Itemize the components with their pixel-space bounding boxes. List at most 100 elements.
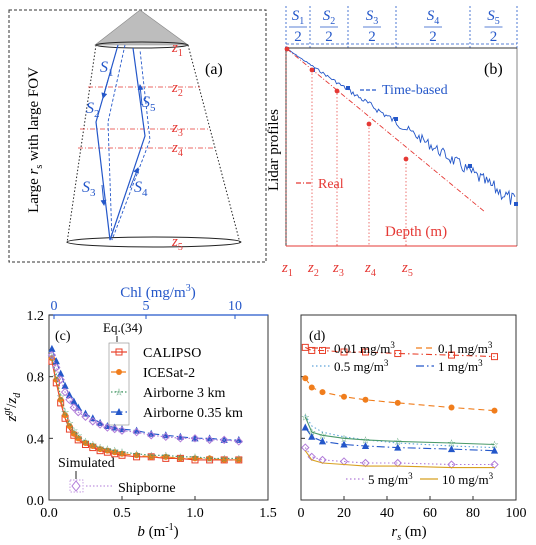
d-point: ☆ <box>340 434 349 445</box>
c-point <box>190 434 200 443</box>
frac-num-2: S2 <box>323 8 336 27</box>
c-point <box>47 350 57 360</box>
c-point <box>177 455 184 462</box>
c-point <box>162 431 170 439</box>
d-point <box>448 404 455 411</box>
c-point <box>70 397 78 405</box>
c-point: ☆ <box>52 372 61 383</box>
c-point <box>234 437 244 446</box>
d-xtick-label: 60 <box>423 506 437 521</box>
c-point: ☆ <box>69 426 78 437</box>
real-profile-line <box>286 48 486 213</box>
bottom-ellipse <box>66 236 242 248</box>
c-top-tick-label: 0 <box>51 299 58 314</box>
legend-time-label: Time-based <box>382 83 448 98</box>
d-point: ☆ <box>393 437 402 448</box>
c-point <box>97 446 104 453</box>
c-legend-label-0: CALIPSO <box>143 346 201 361</box>
c-point <box>57 369 65 377</box>
c-point <box>117 426 127 435</box>
d-point <box>318 437 327 445</box>
z-label-5: z5 <box>171 234 183 253</box>
c-point <box>148 453 155 460</box>
frac-den-5: 2 <box>490 29 498 45</box>
c-point: ☆ <box>74 431 83 442</box>
c-xtick-label: 1.5 <box>259 506 277 521</box>
d-point <box>394 443 402 451</box>
c-point <box>65 391 74 399</box>
c-point: ☆ <box>47 352 56 363</box>
d-point <box>301 343 309 351</box>
time-based-point <box>346 86 350 90</box>
d-legend-label-2: 0.5 mg/m3 <box>334 358 389 374</box>
c-legend-header: Eq.(34) <box>103 320 142 335</box>
z-label-2: z2 <box>171 80 183 99</box>
c-sim-bracket <box>69 479 84 493</box>
d-series-line-6 <box>304 450 495 469</box>
c-shipborne-label: Shipborne <box>118 481 176 496</box>
time-based-point <box>394 117 398 121</box>
d-xlabel: rs (m) <box>391 524 426 543</box>
c-point <box>104 447 111 454</box>
c-point: ☆ <box>220 454 229 465</box>
panel-d: 0 20 40 60 80 100 ☆☆ ☆ ☆ ☆ ☆ ☆ ☆ (d) rs (m) 0.01 mg… <box>298 314 527 543</box>
c-point <box>147 429 155 437</box>
c-legend-marker-1 <box>116 369 122 375</box>
frac-num-5: S5 <box>487 8 500 27</box>
d-xtick-label: 20 <box>337 506 351 521</box>
d-legend-label-0: 0.01 mg/m3 <box>334 340 395 356</box>
c-point <box>206 434 214 442</box>
c-top-tick-label: 5 <box>143 299 150 314</box>
c-xlabel: b (m-1) <box>137 522 178 540</box>
d-point: ☆ <box>490 440 499 451</box>
c-point <box>60 387 70 397</box>
d-series-line-4 <box>304 416 495 446</box>
d-point <box>394 399 401 406</box>
frac-den-4: 2 <box>429 29 437 45</box>
c-ylabel: zgt/zd <box>2 392 23 423</box>
d-point: ☆ <box>301 412 310 423</box>
c-point: ☆ <box>132 449 141 460</box>
c-point <box>235 435 243 443</box>
path-arrow-3 <box>100 184 107 206</box>
c-point: ☆ <box>56 392 65 403</box>
c-point: ☆ <box>103 445 112 456</box>
d-point <box>491 353 498 361</box>
c-point: ☆ <box>161 451 170 462</box>
c-point <box>65 395 74 404</box>
frac-den-2: 2 <box>325 29 333 45</box>
d-legend-label-3: 1 mg/m3 <box>438 358 483 374</box>
c-xtick-label: 1.0 <box>186 506 204 521</box>
c-point: ☆ <box>234 454 243 465</box>
bottom-z-5: z5 <box>401 260 413 279</box>
c-point <box>103 423 112 432</box>
d-series-line-1 <box>304 377 495 412</box>
d-plot-frame <box>300 314 517 501</box>
time-based-point <box>514 202 518 206</box>
z-label-1: z1 <box>171 40 183 59</box>
d-xtick-label: 40 <box>380 506 394 521</box>
c-point <box>75 435 82 442</box>
c-point: ☆ <box>110 446 119 457</box>
c-point <box>56 375 65 384</box>
c-legend-label-1: ICESat-2 <box>143 366 195 381</box>
d-point <box>340 440 348 448</box>
legend-real-label: Real <box>318 177 344 192</box>
c-point <box>235 456 242 463</box>
path-arrow-4 <box>129 167 139 189</box>
d-point: ☆ <box>307 428 316 439</box>
d-xtick-label: 80 <box>466 506 480 521</box>
c-point <box>219 435 229 445</box>
c-legend-marker-2: ☆ <box>115 388 124 399</box>
c-ytick-label: 0.8 <box>27 371 45 386</box>
bottom-z-2: z2 <box>307 260 319 279</box>
c-point <box>48 344 56 352</box>
frac-den-3: 2 <box>368 29 376 45</box>
d-point: ☆ <box>447 438 456 449</box>
d-point <box>308 346 316 354</box>
panel-b-label: (b) <box>484 61 503 78</box>
d-point <box>319 389 326 396</box>
c-point <box>110 424 119 434</box>
c-point <box>61 381 69 389</box>
s-label-1: S1 <box>100 59 114 79</box>
